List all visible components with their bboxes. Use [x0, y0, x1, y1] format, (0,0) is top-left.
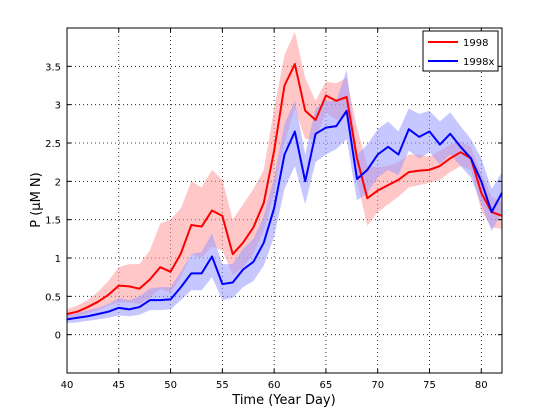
x-tick-label: 50 [164, 380, 177, 391]
tick-labels: 40 45 50 55 60 65 70 75 80 0 0.5 1 1.5 2 2.5 3 3.5 [45, 62, 488, 391]
legend-box [422, 30, 499, 72]
y-tick-label: 2.5 [45, 139, 61, 150]
legend-label-1998: 1998 [463, 38, 488, 49]
legend-label-1998x: 1998x [463, 57, 494, 68]
x-tick-label: 40 [61, 380, 74, 391]
x-tick-label: 75 [423, 380, 436, 391]
x-tick-label: 65 [320, 380, 333, 391]
x-tick-label: 70 [371, 380, 384, 391]
legend: 1998 1998x [422, 30, 499, 72]
line-1998x [66, 109, 503, 321]
series-lines [66, 63, 503, 321]
y-tick-label: 1 [55, 254, 61, 265]
line-1998 [66, 63, 503, 315]
band-1998x [67, 70, 502, 324]
y-tick-label: 3.5 [45, 62, 61, 73]
y-tick-label: 1.5 [45, 216, 61, 227]
x-tick-label: 55 [216, 380, 229, 391]
y-tick-label: 0.5 [45, 292, 61, 303]
x-tick-label: 80 [475, 380, 488, 391]
y-tick-label: 0 [55, 331, 61, 342]
y-tick-label: 3 [55, 101, 61, 112]
confidence-bands [67, 31, 502, 324]
x-axis-label: Time (Year Day) [231, 393, 335, 408]
plot-frame [66, 27, 503, 374]
y-tick-label: 2 [55, 177, 61, 188]
y-axis-label: P (μM N) [29, 172, 44, 227]
axis-ticks [66, 28, 502, 373]
x-tick-label: 60 [268, 380, 281, 391]
x-tick-label: 45 [112, 380, 125, 391]
band-1998 [67, 31, 502, 318]
